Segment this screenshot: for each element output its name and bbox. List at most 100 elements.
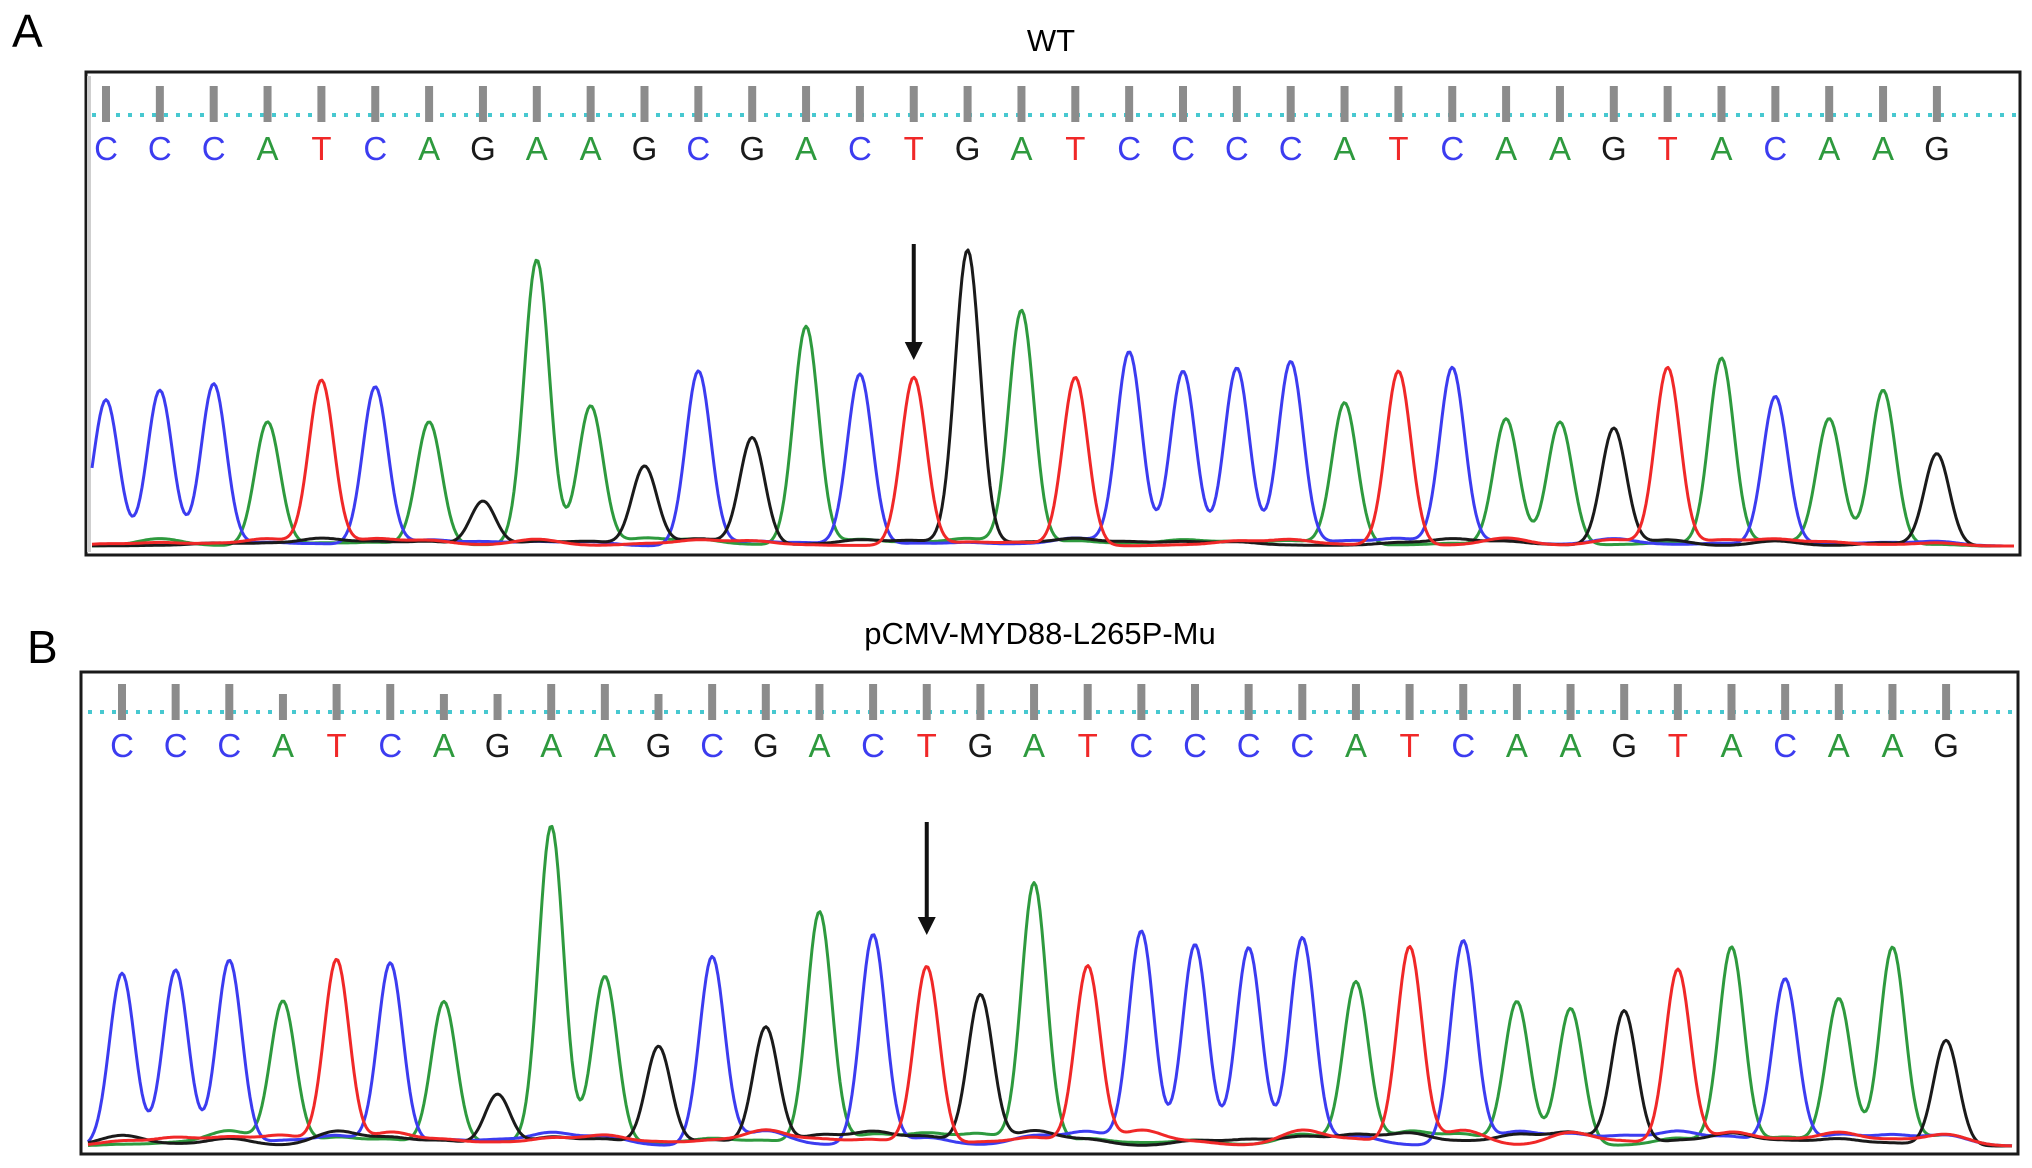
quality-bar	[586, 86, 595, 122]
base-call-label: G	[753, 727, 779, 764]
quality-bar	[1942, 684, 1951, 720]
quality-bar	[1448, 86, 1457, 122]
quality-bar	[1405, 684, 1414, 720]
panel-title-a: WT	[1027, 23, 1075, 58]
mutation-arrow-a	[904, 244, 923, 360]
quality-bar	[1394, 86, 1403, 122]
quality-bar	[439, 694, 448, 720]
base-call-label: T	[1668, 727, 1688, 764]
quality-bar	[869, 684, 878, 720]
base-call-label: A	[433, 727, 455, 764]
base-call-label: C	[1290, 727, 1314, 764]
quality-bar	[1071, 86, 1080, 122]
base-call-label: C	[848, 130, 872, 167]
base-call-label: G	[632, 130, 658, 167]
base-call-label: A	[418, 130, 440, 167]
mutation-arrow-b	[917, 822, 936, 935]
base-call-label: A	[1345, 727, 1367, 764]
quality-bar	[600, 684, 609, 720]
base-call-label: G	[470, 130, 496, 167]
base-call-label: A	[257, 130, 279, 167]
base-call-label: T	[311, 130, 331, 167]
base-call-label: G	[646, 727, 672, 764]
base-call-label: C	[1117, 130, 1141, 167]
quality-bar	[963, 86, 972, 122]
base-call-label: C	[1763, 130, 1787, 167]
quality-bar	[1286, 86, 1295, 122]
quality-bar	[225, 684, 234, 720]
base-call-label: A	[808, 727, 830, 764]
base-call-label: T	[1658, 130, 1678, 167]
trace-g	[87, 992, 2012, 1148]
quality-bar	[1781, 684, 1790, 720]
base-call-label: T	[1400, 727, 1420, 764]
base-call-label: G	[739, 130, 765, 167]
quality-bar	[1232, 86, 1241, 122]
base-call-label: G	[1924, 130, 1950, 167]
quality-bar	[1298, 684, 1307, 720]
base-call-label: C	[700, 727, 724, 764]
base-call-label: A	[795, 130, 817, 167]
quality-bar	[855, 86, 864, 122]
quality-bar	[802, 86, 811, 122]
base-call-label: C	[1183, 727, 1207, 764]
quality-bar	[532, 86, 541, 122]
quality-bar	[425, 86, 434, 122]
traces-b	[86, 824, 2013, 1148]
base-call-label: G	[485, 727, 511, 764]
quality-bar	[1771, 86, 1780, 122]
base-call-label: A	[1881, 727, 1903, 764]
base-call-label: C	[1129, 727, 1153, 764]
quality-bar	[118, 684, 126, 720]
quality-bar	[332, 684, 341, 720]
base-call-label: A	[1549, 130, 1571, 167]
base-call-label: A	[1506, 727, 1528, 764]
quality-bar	[761, 684, 770, 720]
quality-bar	[1932, 86, 1941, 122]
quality-bar	[909, 86, 918, 122]
quality-bar	[171, 684, 180, 720]
quality-bar	[1125, 86, 1134, 122]
base-call-label: T	[917, 727, 937, 764]
base-call-label: A	[1010, 130, 1032, 167]
base-call-label: A	[1720, 727, 1742, 764]
quality-bar	[1137, 684, 1146, 720]
quality-bar	[1017, 86, 1026, 122]
base-call-label: C	[1451, 727, 1475, 764]
quality-bar	[1030, 684, 1039, 720]
trace-t	[87, 945, 2013, 1148]
trace-t	[91, 365, 2014, 548]
arrow-head	[917, 917, 936, 935]
base-call-label: A	[1023, 727, 1045, 764]
quality-bar	[1609, 86, 1618, 122]
quality-bar	[155, 86, 164, 122]
quality-bar	[1351, 684, 1360, 720]
base-call-label: G	[1611, 727, 1637, 764]
base-call-label: C	[1773, 727, 1797, 764]
quality-bar	[1244, 684, 1253, 720]
base-call-label: A	[1334, 130, 1356, 167]
base-call-label: G	[1601, 130, 1627, 167]
base-call-label: C	[1440, 130, 1464, 167]
base-call-label: C	[217, 727, 241, 764]
base-call-label: A	[540, 727, 562, 764]
panel-letter-b: B	[27, 621, 58, 673]
base-call-label: C	[148, 130, 172, 167]
base-call-label: C	[94, 130, 118, 167]
trace-c	[86, 929, 2013, 1148]
quality-bar	[815, 684, 824, 720]
quality-bar	[1566, 684, 1575, 720]
quality-bar	[386, 684, 395, 720]
quality-bar	[1888, 684, 1897, 720]
quality-bar	[478, 86, 487, 122]
quality-bar	[1727, 684, 1736, 720]
base-call-label: C	[861, 727, 885, 764]
quality-bar	[1825, 86, 1834, 122]
base-call-label: T	[1078, 727, 1098, 764]
base-call-label: C	[202, 130, 226, 167]
quality-bars-a	[102, 86, 1941, 122]
